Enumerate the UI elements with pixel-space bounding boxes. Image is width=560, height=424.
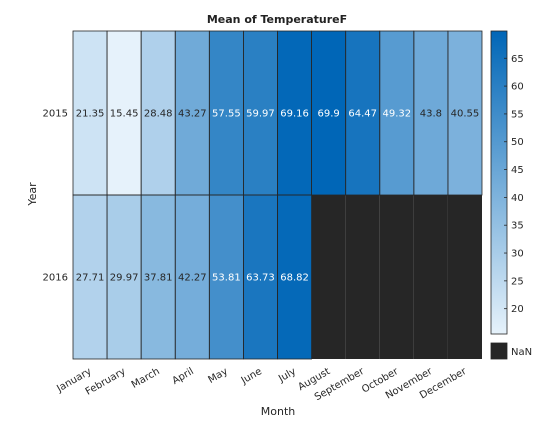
colorbar-gradient (490, 30, 508, 335)
heatmap-cell-border (277, 194, 312, 360)
y-tick-label: 2016 (43, 273, 68, 284)
cell-value-label: 43.8 (420, 109, 442, 120)
nan-label: NaN (511, 347, 532, 358)
x-tick-label: April (170, 366, 195, 387)
x-axis-label: Month (261, 405, 296, 418)
colorbar-tick-label: 65 (511, 54, 524, 65)
cell-value-label: 42.27 (178, 273, 207, 284)
y-axis-label: Year (26, 182, 39, 207)
colorbar-tick-label: 20 (511, 304, 524, 315)
colorbar-tick-label: 50 (511, 137, 524, 148)
heatmap-cell (277, 195, 312, 359)
heatmap-cell-nan (379, 195, 414, 359)
cell-value-label: 28.48 (144, 109, 173, 120)
heatmap-cell (73, 195, 108, 359)
heatmap-cell (175, 195, 210, 359)
cell-value-label: 68.82 (280, 273, 309, 284)
heatmap-cell (209, 31, 244, 195)
heatmap-cell (107, 195, 142, 359)
colorbar-ticks: 20 25 30 35 40 45 50 55 60 65 (504, 54, 524, 315)
heatmap-cell (107, 31, 142, 195)
chart-title: Mean of TemperatureF (207, 13, 347, 26)
cell-value-label: 37.81 (144, 273, 173, 284)
heatmap-cell (243, 195, 278, 359)
cell-value-label: 57.55 (212, 109, 241, 120)
colorbar-tick-label: 45 (511, 165, 524, 176)
cell-value-label: 29.97 (110, 273, 139, 284)
heatmap-cell (379, 31, 414, 195)
heatmap-cell (277, 31, 312, 195)
colorbar-tick-label: 25 (511, 276, 524, 287)
heatmap-grid (72, 30, 483, 360)
heatmap-cell-border (447, 30, 483, 196)
y-tick-labels: 2015 2016 (43, 109, 68, 284)
cell-value-label: 49.32 (382, 109, 411, 120)
heatmap-cell-nan (311, 195, 346, 359)
cell-value-label: 64.47 (348, 109, 377, 120)
cell-value-label: 53.81 (212, 273, 241, 284)
colorbar-tick-label: 30 (511, 249, 524, 260)
cell-value-label: 59.97 (246, 109, 275, 120)
heatmap-cell (447, 31, 482, 195)
cell-value-label: 21.35 (76, 109, 105, 120)
heatmap-cells: 21.35 15.45 28.48 43.27 57.55 59.97 69.16 69.9 6… (73, 31, 482, 359)
heatmap-cell (413, 31, 448, 195)
heatmap-cell-nan (447, 195, 482, 359)
x-tick-label: July (276, 366, 298, 385)
cell-value-label: 69.16 (280, 109, 309, 120)
x-tick-label: March (130, 366, 162, 391)
colorbar-tick-label: 55 (511, 109, 524, 120)
cell-value-label: 15.45 (110, 109, 139, 120)
x-tick-label: June (239, 366, 264, 387)
cell-value-label: 27.71 (76, 273, 105, 284)
heatmap-cell (243, 31, 278, 195)
heatmap-cell-nan (345, 195, 380, 359)
x-tick-label: May (206, 366, 229, 386)
heatmap-cell (141, 195, 176, 359)
colorbar-tick-label: 60 (511, 82, 524, 93)
heatmap-cell (73, 31, 108, 195)
heatmap-cell (141, 31, 176, 195)
cell-value-label: 63.73 (246, 273, 275, 284)
y-tick-label: 2015 (43, 109, 68, 120)
cell-value-label: 69.9 (317, 109, 339, 120)
heatmap-cell (209, 195, 244, 359)
heatmap-cell (175, 31, 210, 195)
cell-value-label: 43.27 (178, 109, 207, 120)
nan-swatch (490, 342, 508, 360)
colorbar-tick-label: 35 (511, 221, 524, 232)
colorbar: 20 25 30 35 40 45 50 55 60 65 NaN (490, 30, 532, 360)
colorbar-tick-label: 40 (511, 193, 524, 204)
heatmap-cell (345, 31, 380, 195)
heatmap-cell (311, 31, 346, 195)
cell-value-label: 40.55 (451, 109, 480, 120)
heatmap-cell-nan (413, 195, 448, 359)
